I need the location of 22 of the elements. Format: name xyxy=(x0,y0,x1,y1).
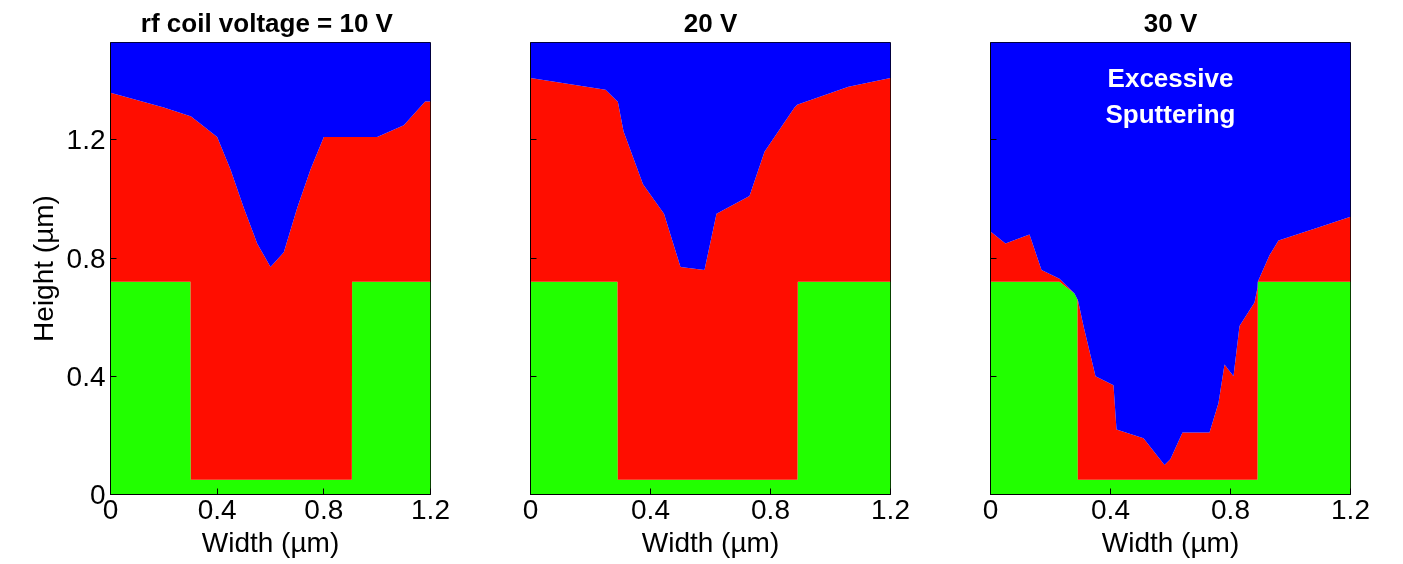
x-tick-label: 0.4 xyxy=(631,493,670,525)
x-tick-label: 0.8 xyxy=(304,493,344,525)
x-tick-label: 0.8 xyxy=(1211,493,1250,525)
x-tick-label: 1.2 xyxy=(871,493,910,525)
y-axis-title: Height (µm) xyxy=(27,195,59,342)
x-tick-label: 1.2 xyxy=(1331,493,1370,525)
y-tick-label: 1.2 xyxy=(66,124,106,156)
x-axis-title: Width (µm) xyxy=(201,526,340,558)
x-axis-title: Width (µm) xyxy=(641,526,780,558)
y-tick-label: 0.8 xyxy=(66,242,106,274)
chart-title: 20 V xyxy=(683,7,738,38)
chart-title: 30 V xyxy=(1143,7,1198,38)
x-tick-label: 0.4 xyxy=(1091,493,1130,525)
chart-title: rf coil voltage = 10 V xyxy=(140,7,394,38)
x-tick-label: 0 xyxy=(982,493,999,525)
y-tick-label: 0.4 xyxy=(66,360,106,392)
x-axis-title: Width (µm) xyxy=(1101,526,1240,558)
annotation: Excessive Sputtering xyxy=(1105,62,1236,129)
x-tick-label: 0 xyxy=(522,493,539,525)
x-tick-label: 0.8 xyxy=(751,493,790,525)
x-tick-label: 0.4 xyxy=(197,493,237,525)
x-tick-label: 1.2 xyxy=(411,493,450,525)
